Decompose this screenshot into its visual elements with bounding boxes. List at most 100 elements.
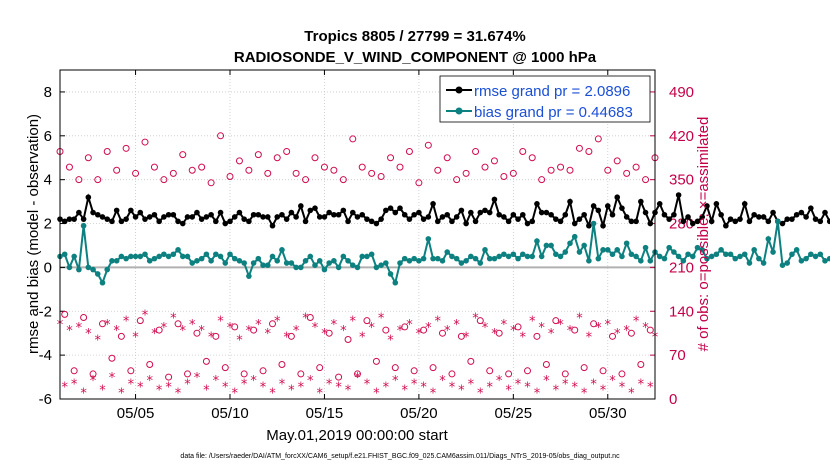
bias-point bbox=[486, 255, 493, 262]
rmse-point bbox=[666, 216, 672, 222]
rmse-point bbox=[661, 211, 668, 218]
bias-point bbox=[335, 264, 342, 271]
possible-obs-point bbox=[462, 169, 470, 177]
bias-point bbox=[331, 258, 337, 264]
assimilated-obs-point: * bbox=[118, 387, 125, 402]
rmse-point bbox=[619, 205, 625, 211]
bias-point bbox=[543, 242, 550, 249]
assimilated-obs-point: * bbox=[496, 374, 503, 389]
rmse-point bbox=[789, 216, 795, 222]
bias-point bbox=[793, 247, 800, 253]
rmse-point bbox=[132, 214, 139, 220]
assimilated-obs-point: * bbox=[439, 374, 446, 389]
assimilated-obs-point: * bbox=[95, 333, 102, 348]
rmse-point bbox=[713, 200, 720, 207]
possible-obs-point bbox=[306, 314, 314, 322]
bias-point bbox=[524, 253, 531, 260]
assimilated-obs-point: * bbox=[307, 374, 314, 389]
bias-point bbox=[472, 255, 479, 262]
bias-point bbox=[401, 255, 408, 262]
bias-point bbox=[571, 233, 578, 240]
assimilated-obs-point: * bbox=[250, 374, 257, 389]
bias-point bbox=[576, 249, 583, 255]
rmse-point bbox=[699, 214, 706, 220]
assimilated-obs-point: * bbox=[203, 384, 210, 399]
assimilated-obs-point: * bbox=[241, 377, 248, 392]
assimilated-obs-point: * bbox=[435, 315, 442, 330]
possible-obs-point bbox=[495, 329, 503, 337]
bias-point bbox=[420, 255, 427, 262]
assimilated-obs-point: * bbox=[326, 377, 333, 392]
bias-point bbox=[236, 258, 243, 264]
assimilated-obs-point: * bbox=[132, 330, 139, 345]
rmse-point bbox=[85, 194, 92, 201]
assimilated-obs-point: * bbox=[61, 380, 68, 395]
bias-point bbox=[515, 255, 521, 262]
assimilated-obs-point: * bbox=[189, 318, 196, 333]
bias-point bbox=[656, 253, 663, 260]
possible-obs-point bbox=[150, 163, 158, 171]
bias-point bbox=[746, 260, 753, 266]
rmse-point bbox=[198, 216, 205, 222]
bias-point bbox=[699, 247, 706, 253]
assimilated-obs-point: * bbox=[515, 377, 522, 392]
x-axis-label: May.01,2019 00:00:00 start bbox=[266, 427, 448, 444]
bias-point bbox=[349, 262, 356, 269]
assimilated-obs-point: * bbox=[236, 333, 243, 348]
assimilated-obs-point: * bbox=[638, 377, 645, 392]
chart-title-line1: Tropics 8805 / 27799 = 31.674% bbox=[304, 28, 525, 45]
rmse-point bbox=[227, 218, 233, 225]
rmse-point bbox=[491, 196, 498, 203]
y-tick-label: -4 bbox=[39, 347, 52, 364]
assimilated-obs-point: * bbox=[198, 324, 205, 339]
possible-obs-point bbox=[320, 163, 328, 171]
possible-obs-point bbox=[405, 147, 413, 155]
assimilated-obs-point: * bbox=[581, 387, 588, 402]
bias-point bbox=[312, 262, 318, 269]
possible-obs-point bbox=[259, 367, 267, 375]
rmse-point bbox=[184, 214, 191, 220]
assimilated-obs-point: * bbox=[614, 327, 621, 342]
assimilated-obs-point: * bbox=[113, 324, 120, 339]
possible-obs-point bbox=[580, 364, 588, 372]
assimilated-obs-point: * bbox=[354, 371, 361, 386]
rmse-point bbox=[765, 218, 772, 225]
bias-point bbox=[534, 238, 540, 244]
bias-point bbox=[628, 251, 635, 258]
rmse-point bbox=[378, 216, 384, 222]
rmse-point bbox=[576, 216, 583, 222]
assimilated-obs-point: * bbox=[491, 327, 498, 342]
bias-point bbox=[723, 251, 729, 258]
possible-obs-point bbox=[302, 176, 310, 184]
assimilated-obs-point: * bbox=[605, 318, 612, 333]
possible-obs-point bbox=[207, 179, 215, 187]
assimilated-obs-point: * bbox=[151, 327, 158, 342]
assimilated-obs-point: * bbox=[316, 387, 323, 402]
possible-obs-point bbox=[344, 335, 352, 343]
rmse-point bbox=[397, 205, 403, 211]
assimilated-obs-point: * bbox=[340, 324, 347, 339]
bias-point bbox=[581, 242, 587, 249]
assimilated-obs-point: * bbox=[501, 318, 508, 333]
bias-point bbox=[642, 244, 649, 251]
assimilated-obs-point: * bbox=[99, 384, 106, 399]
bias-point bbox=[604, 247, 611, 253]
possible-obs-point bbox=[642, 176, 650, 184]
bias-point bbox=[708, 253, 715, 260]
rmse-point bbox=[383, 207, 389, 214]
assimilated-obs-point: * bbox=[128, 377, 135, 392]
possible-obs-point bbox=[618, 370, 626, 378]
possible-obs-point bbox=[254, 151, 262, 159]
rmse-point bbox=[373, 220, 380, 227]
possible-obs-point bbox=[533, 332, 541, 340]
legend-rmse-label: rmse grand pr = 2.0896 bbox=[474, 83, 630, 100]
possible-obs-point bbox=[273, 154, 281, 162]
bias-point bbox=[307, 253, 314, 260]
assimilated-obs-point: * bbox=[468, 377, 475, 392]
assimilated-obs-point: * bbox=[265, 327, 272, 342]
rmse-point bbox=[609, 211, 616, 218]
legend-rmse-marker bbox=[455, 86, 463, 94]
rmse-point bbox=[161, 214, 167, 220]
possible-obs-point bbox=[561, 370, 569, 378]
rmse-point bbox=[534, 200, 540, 207]
